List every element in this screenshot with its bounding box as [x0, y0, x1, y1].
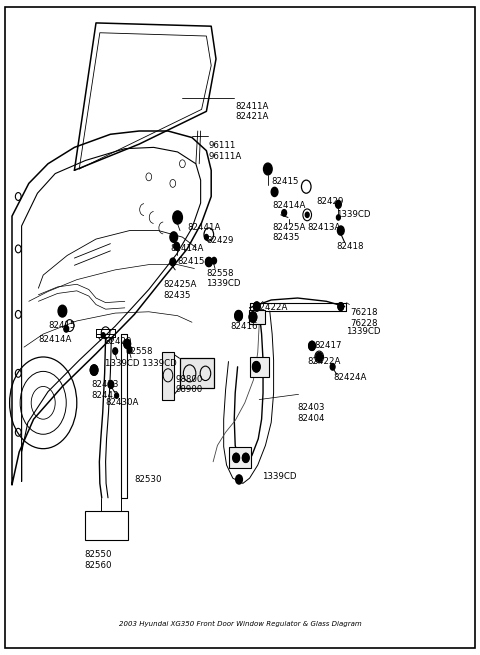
Circle shape: [309, 341, 315, 350]
Circle shape: [316, 352, 323, 362]
Circle shape: [249, 312, 257, 322]
Circle shape: [113, 348, 118, 354]
Circle shape: [205, 257, 212, 267]
Text: 82425A
82435: 82425A 82435: [273, 223, 306, 242]
Text: 82415: 82415: [271, 177, 299, 186]
Circle shape: [252, 362, 260, 372]
Circle shape: [233, 453, 240, 462]
Text: 82530: 82530: [134, 475, 162, 484]
Text: 82411A
82421A: 82411A 82421A: [235, 102, 269, 121]
Text: 82425A
82435: 82425A 82435: [163, 280, 197, 300]
Circle shape: [235, 310, 242, 321]
Circle shape: [264, 163, 272, 175]
Circle shape: [336, 215, 340, 220]
Circle shape: [124, 339, 131, 348]
Text: 2003 Hyundai XG350 Front Door Window Regulator & Glass Diagram: 2003 Hyundai XG350 Front Door Window Reg…: [119, 620, 361, 627]
Text: 1339CD 1339CD: 1339CD 1339CD: [105, 359, 176, 368]
Bar: [249, 310, 265, 324]
Circle shape: [170, 232, 178, 242]
Bar: [162, 352, 174, 400]
Text: 82414A: 82414A: [38, 335, 72, 345]
Text: 1339CD: 1339CD: [336, 210, 371, 219]
Text: 82414A: 82414A: [170, 244, 204, 253]
Text: 98800
98900: 98800 98900: [175, 375, 203, 394]
Circle shape: [173, 211, 182, 224]
Text: 82422A: 82422A: [307, 357, 341, 366]
Text: 82417: 82417: [314, 341, 342, 350]
Text: 82415: 82415: [178, 257, 205, 267]
Text: 82403
82404: 82403 82404: [298, 403, 325, 422]
Text: 1339CD: 1339CD: [346, 328, 380, 337]
Text: 82415: 82415: [48, 321, 75, 330]
Circle shape: [338, 303, 344, 310]
Text: 82433
82443: 82433 82443: [91, 380, 119, 400]
Circle shape: [212, 257, 216, 264]
Text: 82430A: 82430A: [106, 398, 139, 407]
Text: 82424A: 82424A: [334, 373, 367, 383]
Text: 1339CD: 1339CD: [262, 472, 296, 481]
Bar: [85, 511, 128, 540]
Text: 76218
76228: 76218 76228: [350, 308, 378, 328]
Text: 82429: 82429: [105, 337, 132, 346]
Circle shape: [115, 393, 119, 398]
Text: 82441A: 82441A: [187, 223, 221, 232]
Circle shape: [336, 200, 341, 208]
Circle shape: [236, 475, 242, 484]
Text: 82558: 82558: [126, 347, 153, 356]
Circle shape: [271, 187, 278, 196]
Circle shape: [90, 365, 98, 375]
Circle shape: [305, 212, 309, 217]
Text: 82414A: 82414A: [273, 201, 306, 210]
Circle shape: [174, 242, 180, 250]
Circle shape: [170, 258, 176, 266]
Text: 82413A: 82413A: [307, 223, 341, 232]
Circle shape: [242, 453, 249, 462]
Circle shape: [101, 333, 105, 338]
Text: 82558
1339CD: 82558 1339CD: [206, 269, 241, 288]
Circle shape: [253, 302, 260, 311]
Text: 82416: 82416: [230, 322, 258, 331]
Text: 82422A: 82422A: [254, 303, 288, 312]
Text: 96111
96111A: 96111 96111A: [209, 141, 242, 160]
Bar: [250, 357, 269, 377]
Circle shape: [58, 305, 67, 317]
Circle shape: [204, 234, 208, 240]
Text: 82418: 82418: [336, 242, 363, 252]
Circle shape: [282, 210, 287, 216]
Circle shape: [127, 346, 132, 353]
Text: 82550
82560: 82550 82560: [84, 550, 111, 570]
Circle shape: [330, 364, 335, 370]
Circle shape: [64, 326, 69, 332]
Text: 82429: 82429: [317, 196, 344, 206]
Bar: [229, 447, 251, 468]
Bar: [180, 358, 214, 388]
Text: 82429: 82429: [206, 236, 234, 245]
Circle shape: [108, 381, 114, 388]
Circle shape: [337, 226, 344, 235]
